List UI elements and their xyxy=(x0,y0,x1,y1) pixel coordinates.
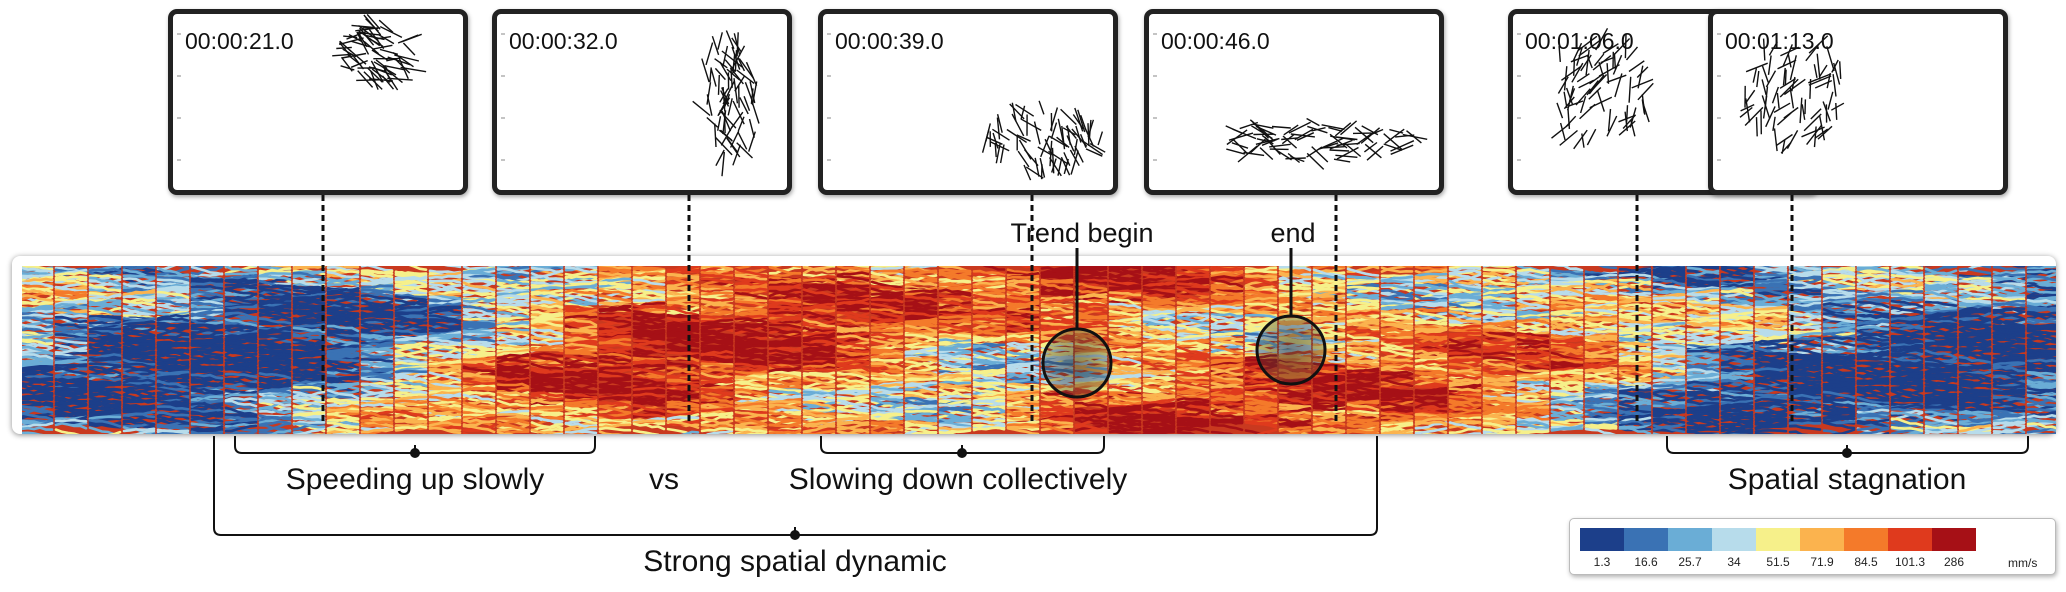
snapshot-panel-6[interactable]: 00:01:13.0 xyxy=(1708,9,2008,195)
motion-vector-plot xyxy=(1717,33,1845,161)
legend-swatch xyxy=(1800,528,1844,551)
strong-dynamic-label: Strong spatial dynamic xyxy=(643,545,947,578)
legend-tick: 34 xyxy=(1727,555,1741,569)
velocity-color-legend: 1.3 16.6 25.7 34 51.5 71.9 84.5 101.3 28… xyxy=(1569,518,2056,575)
stagnation-label: Spatial stagnation xyxy=(1727,463,1967,496)
panel-timestamp: 00:00:32.0 xyxy=(509,28,618,54)
legend-swatch xyxy=(1844,528,1888,551)
bracket-speeding-up xyxy=(234,436,596,454)
motion-vector-plot xyxy=(177,14,427,161)
legend-swatch xyxy=(1756,528,1800,551)
snapshot-panel-3[interactable]: 00:00:39.0 xyxy=(818,9,1118,195)
motion-vector-plot xyxy=(827,33,1106,181)
panel-timestamp: 00:01:06.0 xyxy=(1525,28,1634,54)
legend-tick: 25.7 xyxy=(1678,555,1702,569)
trend-end-label: end xyxy=(1270,218,1316,248)
slowing-down-label: Slowing down collectively xyxy=(788,463,1128,496)
panel-timestamp: 00:01:13.0 xyxy=(1725,28,1834,54)
bracket-stagnation xyxy=(1666,436,2029,454)
snapshot-panel-4[interactable]: 00:00:46.0 xyxy=(1144,9,1444,195)
snapshot-panel-1[interactable]: 00:00:21.0 xyxy=(168,9,468,195)
legend-swatch xyxy=(1932,528,1976,551)
motion-vector-plot xyxy=(1153,33,1428,170)
legend-swatch xyxy=(1888,528,1932,551)
legend-swatch xyxy=(1624,528,1668,551)
panel-timestamp: 00:00:21.0 xyxy=(185,28,294,54)
legend-swatch xyxy=(1668,528,1712,551)
legend-tick: 286 xyxy=(1943,555,1965,569)
legend-tick: 1.3 xyxy=(1593,555,1611,569)
speeding-up-label: Speeding up slowly xyxy=(285,463,545,496)
motion-vector-plot xyxy=(1517,27,1654,161)
velocity-timeline-strip[interactable] xyxy=(12,256,2056,434)
legend-unit: mm/s xyxy=(2008,556,2038,570)
legend-tick: 51.5 xyxy=(1766,555,1790,569)
bracket-slowing-down xyxy=(820,436,1105,454)
legend-swatch xyxy=(1712,528,1756,551)
panel-timestamp: 00:00:39.0 xyxy=(835,28,944,54)
legend-tick: 84.5 xyxy=(1854,555,1878,569)
legend-swatch xyxy=(1580,528,1624,551)
panel-timestamp: 00:00:46.0 xyxy=(1161,28,1270,54)
legend-tick: 101.3 xyxy=(1894,555,1926,569)
trend-begin-label: Trend begin xyxy=(1010,218,1154,248)
velocity-heat-strip xyxy=(22,266,2056,434)
snapshot-panel-2[interactable]: 00:00:32.0 xyxy=(492,9,792,195)
legend-tick: 16.6 xyxy=(1634,555,1658,569)
motion-vector-plot xyxy=(501,30,760,177)
versus-label: vs xyxy=(649,463,679,496)
legend-tick: 71.9 xyxy=(1810,555,1834,569)
